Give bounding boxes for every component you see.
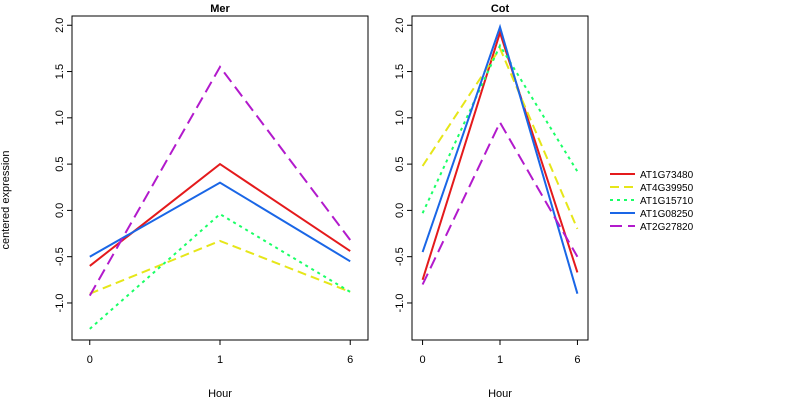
y-axis-label: centered expression [0, 150, 12, 249]
legend-label: AT1G73480 [640, 170, 694, 181]
panel-mer: Mer -1.0 -0.5 0.0 0.5 1.0 1.5 2.0 0 1 6 Hour [54, 3, 369, 400]
series-line-at4g39950 [89, 239, 351, 295]
legend-label: AT1G15710 [640, 196, 694, 207]
series-line-at2g27820 [421, 120, 579, 285]
series-line-at1g73480 [89, 162, 351, 267]
x-tick-label: 6 [347, 354, 353, 366]
y-tick-label: 1.0 [54, 110, 66, 125]
legend-label: AT1G08250 [640, 209, 694, 220]
x-tick-label: 0 [87, 354, 93, 366]
y-tick-label: 2.0 [394, 18, 406, 33]
series-line-at2g27820 [88, 65, 351, 297]
y-tick-label: -0.5 [54, 247, 66, 266]
y-tick-label: -0.5 [394, 247, 406, 266]
chart-panels: Mer -1.0 -0.5 0.0 0.5 1.0 1.5 2.0 0 1 6 Hour Cot -1.0… [54, 3, 589, 400]
x-tick-label: 6 [574, 354, 580, 366]
y-tick-label: 0.5 [394, 156, 406, 171]
y-tick-label: 0.0 [394, 203, 406, 218]
x-tick-label: 1 [497, 354, 503, 366]
legend-item: AT1G08250 [610, 209, 694, 220]
series-line-at1g73480 [421, 29, 579, 281]
y-tick-label: 0.0 [54, 203, 66, 218]
x-tick-label: 1 [217, 354, 223, 366]
y-tick-label: -1.0 [54, 293, 66, 312]
legend: AT1G73480 AT4G39950 AT1G15710 AT1G08250 AT2G… [610, 170, 694, 233]
legend-item: AT2G27820 [610, 222, 694, 233]
legend-label: AT2G27820 [640, 222, 694, 233]
series-line-at1g15710 [421, 43, 579, 214]
series-line-at1g08250 [89, 181, 351, 263]
x-axis-label: Hour [208, 388, 232, 400]
panel-cot: Cot -1.0 -0.5 0.0 0.5 1.0 1.5 2.0 0 1 6 Hour [394, 3, 589, 400]
series-line-at4g39950 [421, 46, 579, 230]
y-tick-label: 2.0 [54, 18, 66, 33]
y-axis: -1.0 -0.5 0.0 0.5 1.0 1.5 2.0 [54, 18, 72, 312]
panel-title: Mer [210, 3, 230, 15]
x-axis-label: Hour [488, 388, 512, 400]
series-line-at1g08250 [421, 23, 579, 294]
legend-label: AT4G39950 [640, 183, 694, 194]
plot-frame [411, 15, 589, 341]
panel-title: Cot [491, 3, 510, 15]
series-line-at1g15710 [89, 212, 351, 330]
y-tick-label: 1.5 [394, 64, 406, 79]
y-axis: -1.0 -0.5 0.0 0.5 1.0 1.5 2.0 [394, 18, 412, 312]
plot-frame [71, 15, 369, 341]
legend-item: AT4G39950 [610, 183, 694, 194]
legend-item: AT1G15710 [610, 196, 694, 207]
y-tick-label: 1.0 [394, 110, 406, 125]
y-tick-label: -1.0 [394, 293, 406, 312]
legend-item: AT1G73480 [610, 170, 694, 181]
x-tick-label: 0 [419, 354, 425, 366]
x-axis: 0 1 6 [419, 340, 581, 366]
x-axis: 0 1 6 [87, 340, 353, 366]
y-tick-label: 0.5 [54, 156, 66, 171]
y-tick-label: 1.5 [54, 64, 66, 79]
